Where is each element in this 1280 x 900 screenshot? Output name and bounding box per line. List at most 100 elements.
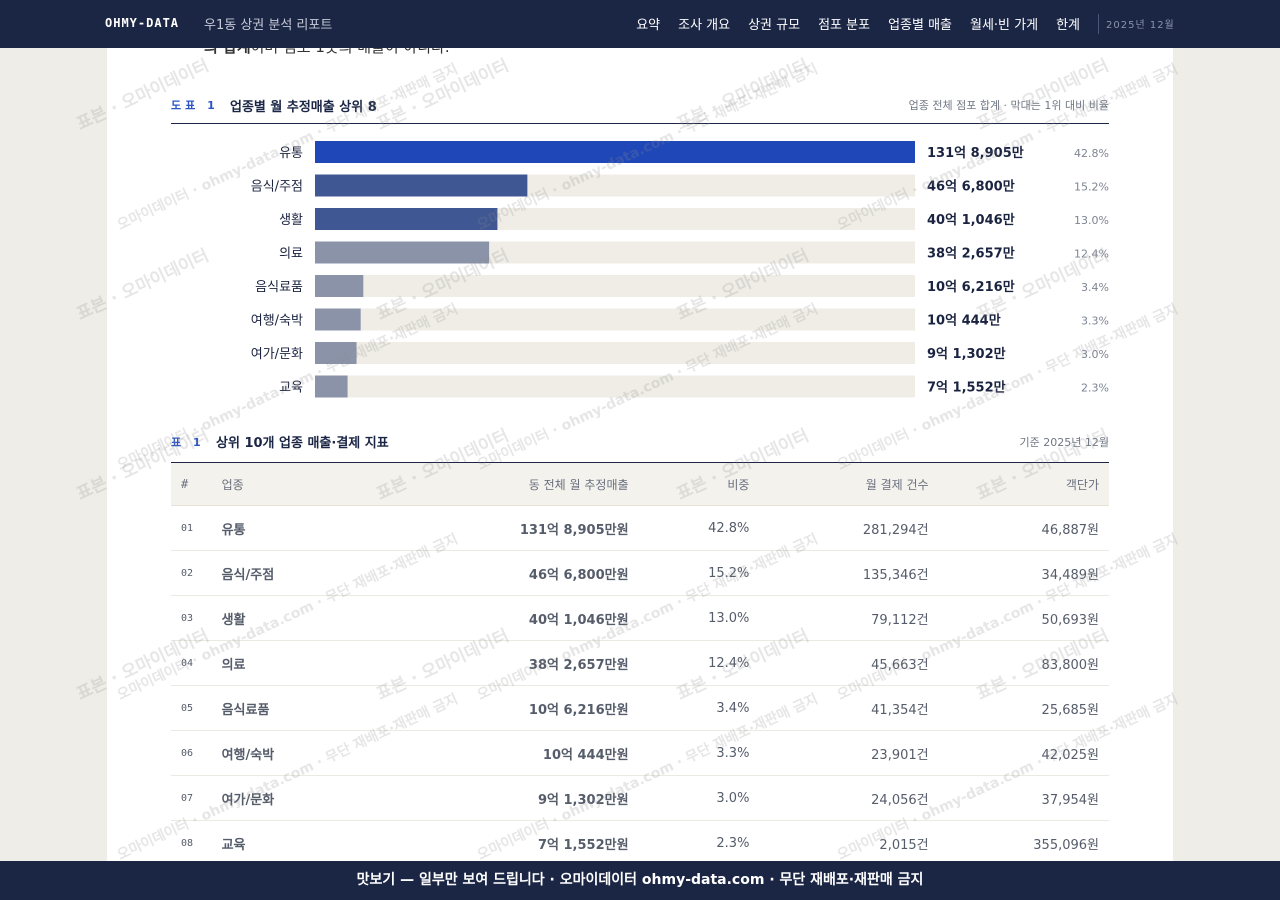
col-header-count: 월 결제 건수 [749, 463, 930, 506]
row-price: 34,489원 [929, 550, 1109, 596]
share-label: 3.4% [1081, 281, 1109, 294]
report-date: 2025년 12월 [1106, 20, 1175, 31]
share-label: 3.3% [1081, 315, 1109, 328]
table-row: 04 의료 38억 2,657만원 12.4% 45,663건 83,800원 [171, 640, 1109, 686]
bar-track [315, 375, 915, 398]
bar [315, 241, 490, 264]
row-no: 05 [171, 685, 222, 731]
row-price: 42,025원 [929, 730, 1109, 776]
value-label: 40억 1,046만 [927, 212, 1015, 228]
brand-logo[interactable]: OHMY-DATA [105, 16, 180, 30]
bar [315, 375, 348, 398]
row-sales: 10억 444만원 [410, 730, 630, 776]
table-title: 상위 10개 업종 매출·결제 지표 [216, 436, 389, 451]
figure-title: 업종별 월 추정매출 상위 8 [230, 100, 377, 115]
bar-track [315, 308, 915, 331]
row-share: 13.0% [629, 595, 750, 641]
category-label: 생활 [279, 213, 303, 228]
row-share: 3.3% [629, 730, 750, 776]
category-label: 교육 [279, 381, 303, 396]
share-label: 15.2% [1074, 181, 1109, 194]
nav-divider [1098, 14, 1099, 34]
row-sales: 38억 2,657만원 [410, 640, 630, 686]
nav-item-store-distribution[interactable]: 점포 분포 [818, 18, 871, 33]
row-share: 3.4% [629, 685, 750, 731]
row-share: 42.8% [629, 505, 750, 551]
row-count: 2,015건 [749, 820, 930, 861]
table-row: 02 음식/주점 46억 6,800만원 15.2% 135,346건 34,4… [171, 550, 1109, 596]
value-label: 10억 6,216만 [927, 279, 1015, 295]
row-count: 281,294건 [749, 505, 930, 551]
report-title: 우1동 상권 분석 리포트 [204, 18, 333, 33]
table-header: 표 1 상위 10개 업종 매출·결제 지표 기준 2025년 12월 [171, 432, 1109, 463]
table-row: 05 음식료품 10억 6,216만원 3.4% 41,354건 25,685원 [171, 685, 1109, 731]
row-price: 50,693원 [929, 595, 1109, 641]
value-label: 46억 6,800만 [927, 179, 1015, 195]
row-count: 23,901건 [749, 730, 930, 776]
bar [315, 208, 498, 230]
category-label: 유통 [279, 146, 303, 161]
category-label: 여행/숙박 [251, 313, 303, 329]
row-count: 41,354건 [749, 685, 930, 731]
nav-item-market-size[interactable]: 상권 규모 [748, 18, 801, 33]
value-label: 131억 8,905만 [927, 145, 1024, 161]
share-label: 12.4% [1074, 248, 1109, 261]
intro-rest: 이며 점포 1곳의 매출이 아니다. [251, 48, 450, 56]
category-label: 여가/문화 [251, 347, 303, 362]
row-share: 12.4% [629, 640, 750, 686]
row-price: 25,685원 [929, 685, 1109, 731]
row-sales: 10억 6,216만원 [410, 685, 630, 731]
row-sales: 46억 6,800만원 [410, 550, 630, 596]
table-row: 06 여행/숙박 10억 444만원 3.3% 23,901건 42,025원 [171, 730, 1109, 776]
row-sales: 131억 8,905만원 [410, 505, 630, 551]
figure-header: 도표 1 업종별 월 추정매출 상위 8 업종 전체 점포 합계 · 막대는 1… [171, 96, 1109, 124]
row-industry: 여가/문화 [221, 775, 411, 821]
col-header-sales: 동 전체 월 추정매출 [410, 463, 630, 506]
row-sales: 7억 1,552만원 [410, 820, 630, 861]
row-industry: 여행/숙박 [221, 730, 411, 776]
nav-item-survey-overview[interactable]: 조사 개요 [678, 18, 731, 33]
nav-item-limitations[interactable]: 한계 [1056, 18, 1080, 33]
row-industry: 음식/주점 [221, 550, 411, 596]
row-no: 02 [171, 550, 222, 596]
row-no: 03 [171, 595, 222, 641]
report-page: 의 합계이며 점포 1곳의 매출이 아니다. 도표 1 업종별 월 추정매출 상… [107, 48, 1173, 861]
row-count: 79,112건 [749, 595, 930, 641]
row-count: 45,663건 [749, 640, 930, 686]
table-row: 08 교육 7억 1,552만원 2.3% 2,015건 355,096원 [171, 820, 1109, 861]
row-count: 135,346건 [749, 550, 930, 596]
row-industry: 유통 [221, 505, 411, 551]
row-no: 08 [171, 820, 222, 861]
table-row: 01 유통 131억 8,905만원 42.8% 281,294건 46,887… [171, 505, 1109, 551]
nav-item-summary[interactable]: 요약 [636, 18, 661, 33]
row-no: 01 [171, 505, 222, 551]
row-sales: 9억 1,302만원 [410, 775, 630, 821]
bar [315, 342, 357, 364]
col-header-industry: 업종 [221, 463, 411, 506]
table-row: 03 생활 40억 1,046만원 13.0% 79,112건 50,693원 [171, 595, 1109, 641]
nav-item-sales-by-industry[interactable]: 업종별 매출 [888, 18, 952, 33]
bar-track [315, 275, 915, 297]
row-industry: 의료 [221, 640, 411, 686]
row-industry: 교육 [221, 820, 411, 861]
bar [315, 174, 528, 197]
table-tag: 표 1 [171, 436, 205, 449]
category-label: 음식료품 [255, 280, 303, 295]
col-header-no: # [171, 463, 222, 506]
figure-note: 업종 전체 점포 합계 · 막대는 1위 대비 비율 [908, 99, 1109, 112]
share-label: 13.0% [1074, 214, 1109, 227]
nav-menu: 요약 조사 개요 상권 규모 점포 분포 업종별 매출 월세·빈 가게 한계 [636, 14, 1080, 33]
row-price: 37,954원 [929, 775, 1109, 821]
row-count: 24,056건 [749, 775, 930, 821]
share-label: 2.3% [1081, 382, 1109, 395]
row-industry: 생활 [221, 595, 411, 641]
nav-item-rent-vacancy[interactable]: 월세·빈 가게 [970, 18, 1039, 33]
row-industry: 음식료품 [221, 685, 411, 731]
top-navigation-bar: OHMY-DATA 우1동 상권 분석 리포트 요약 조사 개요 상권 규모 점… [0, 0, 1280, 48]
bar [315, 275, 364, 297]
row-sales: 40억 1,046만원 [410, 595, 630, 641]
table-row: 07 여가/문화 9억 1,302만원 3.0% 24,056건 37,954원 [171, 775, 1109, 821]
share-label: 3.0% [1081, 348, 1109, 361]
row-share: 15.2% [629, 550, 750, 596]
bar [315, 141, 915, 163]
